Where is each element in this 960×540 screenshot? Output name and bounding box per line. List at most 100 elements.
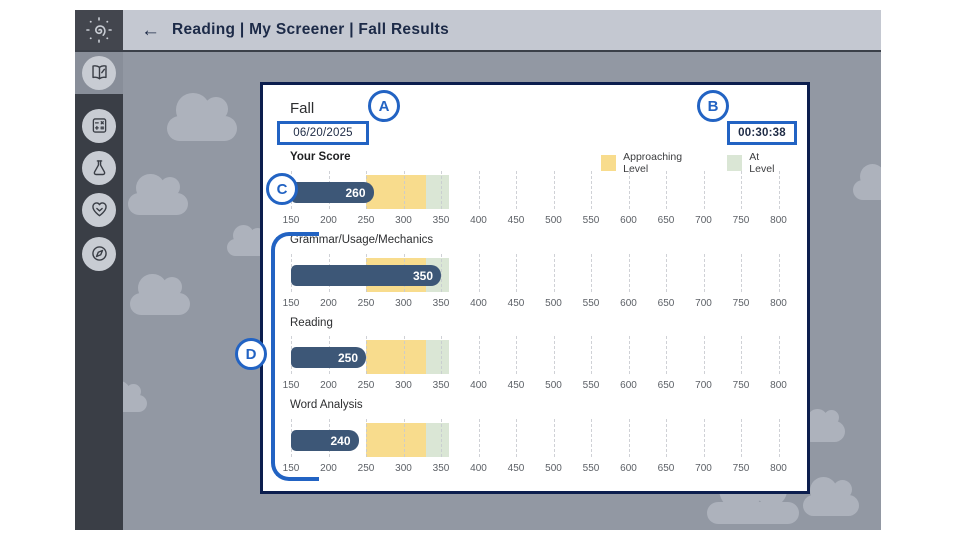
axis-tick-label: 800 (770, 380, 787, 391)
band-approaching-level (366, 175, 426, 209)
axis-tick-label: 700 (695, 380, 712, 391)
gridline (441, 336, 442, 374)
top-bar: ← Reading | My Screener | Fall Results (75, 10, 881, 52)
axis-tick-label: 300 (395, 463, 412, 474)
gridline (591, 254, 592, 292)
axis-tick-label: 250 (357, 298, 375, 309)
gridline (478, 254, 480, 292)
axis-tick-label: 550 (582, 215, 600, 226)
axis-tick-label: 600 (620, 215, 637, 226)
gridline (441, 254, 442, 292)
axis-tick-label: 150 (282, 215, 300, 226)
axis-tick-label: 650 (657, 380, 675, 391)
axis-tick-label: 350 (432, 298, 450, 309)
chart-word-analysis: 150 200 250 300 350 400 450 500 550 600 650 700 750 8… (283, 419, 787, 477)
score-bar-value: 240 (330, 433, 351, 448)
axis-tick-label: 400 (470, 463, 487, 474)
axis-tick-label: 750 (732, 463, 750, 474)
spiral-sun-icon (85, 16, 113, 44)
band-approaching-level (366, 340, 426, 374)
section-title-word-analysis: Word Analysis (290, 399, 363, 411)
cloud (128, 173, 188, 215)
gridline (778, 336, 780, 374)
cloud (803, 476, 859, 516)
axis-tick-label: 400 (470, 380, 487, 391)
axis-tick-label: 650 (657, 298, 675, 309)
band-approaching-level (366, 423, 426, 457)
axis-tick-label: 450 (507, 215, 525, 226)
gridline (366, 419, 367, 457)
cloud (801, 402, 845, 442)
axis-tick-label: 600 (620, 380, 637, 391)
compass-icon (82, 236, 116, 271)
cloud (167, 93, 237, 141)
section-title-your-score: Your Score (290, 151, 351, 163)
gridline (553, 171, 555, 209)
sidebar-item-explore[interactable] (75, 232, 123, 275)
axis-tick-label: 250 (357, 380, 375, 391)
section-title-reading: Reading (290, 317, 333, 329)
band-at-level (426, 340, 449, 374)
legend-item-approaching-level: Approaching Level (601, 151, 705, 175)
gridline (741, 336, 742, 374)
page-title: Reading | My Screener | Fall Results (172, 21, 450, 38)
axis-tick-label: 450 (507, 380, 525, 391)
gridline (628, 336, 630, 374)
axis-tick-label: 600 (620, 463, 637, 474)
back-arrow-icon[interactable]: ← (141, 19, 160, 41)
gridline (778, 171, 780, 209)
gridline (628, 419, 630, 457)
cloud (853, 162, 881, 200)
axis-tick-label: 450 (507, 298, 525, 309)
axis-tick-label: 700 (695, 298, 712, 309)
axis-tick-label: 150 (282, 463, 300, 474)
date-value: 06/20/2025 (293, 127, 353, 139)
axis-tick-label: 750 (732, 215, 750, 226)
sidebar-item-math[interactable] (75, 104, 123, 147)
gridline (403, 171, 405, 209)
annotation-d-bracket (271, 232, 319, 481)
score-bar: 240 (291, 430, 359, 451)
score-bar-value: 250 (337, 350, 358, 365)
sidebar-item-science[interactable] (75, 146, 123, 189)
axis-tick-label: 200 (320, 298, 337, 309)
axis-tick-label: 250 (357, 215, 375, 226)
axis-tick-label: 750 (732, 380, 750, 391)
sidebar-item-health[interactable] (75, 188, 123, 231)
gridline (703, 171, 705, 209)
band-at-level (426, 423, 449, 457)
legend-label: At Level (749, 151, 775, 175)
chart-your-score: 150 200 250 300 350 400 450 500 550 600 650 700 750 8… (283, 171, 787, 229)
axis-tick-label: 300 (395, 215, 412, 226)
annotation-a: A (368, 90, 400, 122)
annotation-c: C (266, 173, 298, 205)
gridline (591, 336, 592, 374)
gridline (516, 254, 517, 292)
gridline (741, 419, 742, 457)
axis-tick-label: 750 (732, 298, 750, 309)
sidebar-item-reading[interactable] (75, 51, 123, 94)
open-book-icon (82, 55, 116, 90)
axis-tick-label: 200 (320, 463, 337, 474)
chart-grammar: 150 200 250 300 350 400 450 500 550 600 650 700 750 8… (283, 254, 787, 312)
chart-reading: 150 200 250 300 350 400 450 500 550 600 650 700 750 8… (283, 336, 787, 394)
at-level-swatch (727, 155, 743, 171)
gridline (741, 254, 742, 292)
axis-tick-label: 800 (770, 215, 787, 226)
time-box: 00:30:38 (727, 121, 797, 145)
score-bar: 260 (291, 182, 374, 203)
axis-tick-label: 300 (395, 380, 412, 391)
score-bar: 250 (291, 347, 366, 368)
gridline (591, 171, 592, 209)
axis-tick-label: 500 (545, 215, 562, 226)
axis-tick-label: 550 (582, 380, 600, 391)
axis-tick-label: 300 (395, 298, 412, 309)
gridline (516, 419, 517, 457)
axis-tick-label: 700 (695, 463, 712, 474)
score-bar-value: 260 (345, 185, 366, 200)
axis-tick-label: 800 (770, 298, 787, 309)
cloud (130, 273, 190, 315)
axis-tick-label: 550 (582, 463, 600, 474)
gridline (516, 336, 517, 374)
score-bar: 350 (291, 265, 441, 286)
